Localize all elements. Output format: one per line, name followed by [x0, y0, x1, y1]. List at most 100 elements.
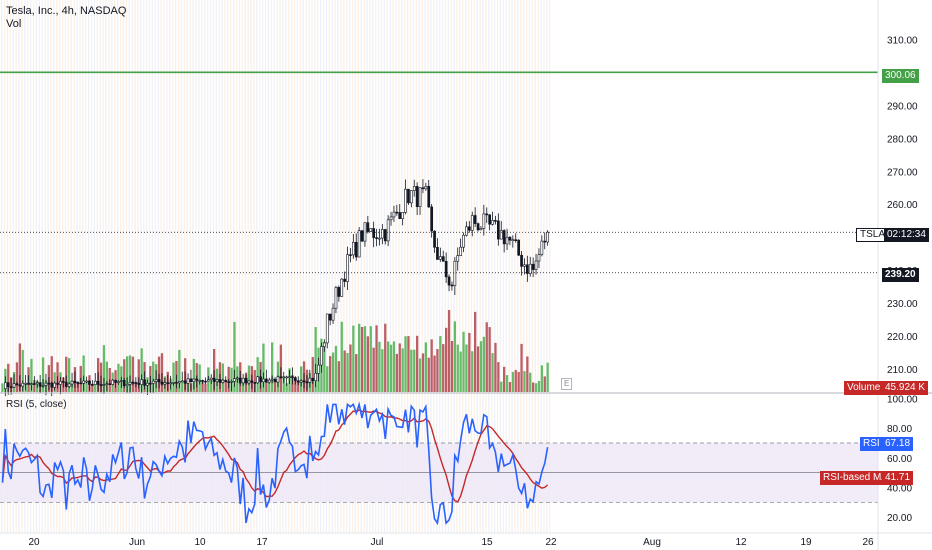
session-stripe — [372, 0, 374, 532]
session-stripe — [224, 0, 226, 532]
volume-bar — [160, 353, 164, 392]
candle-body — [204, 380, 207, 383]
session-stripe — [238, 0, 241, 532]
symbol-title[interactable]: Tesla, Inc., 4h, NASDAQ — [6, 5, 127, 17]
candle-body — [47, 382, 51, 385]
candle-body — [56, 382, 59, 385]
candle-body — [363, 222, 367, 242]
session-stripe — [189, 0, 191, 532]
session-stripe — [270, 0, 272, 532]
earnings-marker[interactable]: E — [561, 378, 573, 390]
time-tick-label: 12 — [735, 537, 747, 548]
session-stripe — [540, 0, 542, 532]
session-stripe — [424, 0, 426, 532]
volume-bar — [442, 344, 445, 392]
candle-body — [236, 377, 239, 380]
candle-body — [183, 380, 187, 384]
candle-body — [21, 382, 25, 387]
volume-bar — [465, 344, 468, 392]
session-stripe — [511, 0, 513, 532]
candle-body — [491, 220, 494, 225]
candle-body — [241, 377, 245, 384]
volume-bar — [192, 358, 195, 392]
volume-bar — [68, 358, 71, 392]
volume-bar — [265, 378, 268, 392]
session-stripe — [320, 0, 322, 532]
session-stripe — [395, 0, 397, 532]
volume-bar — [404, 336, 407, 392]
session-stripe — [93, 0, 96, 532]
session-stripe — [407, 0, 409, 532]
candle-body — [154, 379, 158, 382]
candle-body — [88, 380, 91, 385]
volume-bar — [181, 380, 184, 392]
volume-bar — [314, 327, 317, 392]
candle-body — [531, 263, 535, 270]
volume-bar — [358, 323, 361, 392]
candle-body — [180, 380, 184, 383]
session-stripe — [90, 0, 93, 532]
candle-body — [421, 187, 425, 190]
candle-body — [337, 287, 341, 297]
session-stripe — [50, 0, 52, 532]
session-stripe — [340, 0, 342, 532]
session-stripe — [227, 0, 229, 532]
candle-body — [351, 242, 355, 256]
candle-body — [395, 211, 399, 214]
session-stripe — [337, 0, 339, 532]
rsi-title[interactable]: RSI (5, close) — [6, 399, 67, 410]
session-stripe — [166, 0, 168, 532]
session-stripe — [151, 0, 154, 532]
candle-body — [166, 382, 170, 384]
volume-bar — [363, 326, 367, 392]
candle-body — [537, 254, 541, 262]
session-stripe — [383, 0, 386, 532]
session-stripe — [44, 0, 46, 532]
candle-body — [259, 376, 262, 383]
candle-body — [436, 247, 439, 260]
volume-bar — [476, 346, 480, 392]
candle-body — [386, 219, 390, 242]
candle-body — [15, 383, 19, 386]
session-stripe — [85, 0, 87, 532]
volume-bar — [18, 343, 21, 392]
session-stripe — [186, 0, 188, 532]
candle-body — [212, 377, 216, 382]
candle-body — [207, 379, 210, 382]
time-tick-label: Jul — [371, 537, 384, 548]
session-stripe — [459, 0, 461, 532]
ticker-tag-label: TSLA — [860, 229, 886, 240]
volume-bar — [494, 342, 497, 392]
candle-body — [6, 382, 10, 388]
session-stripe — [427, 0, 429, 532]
candle-body — [499, 230, 503, 240]
candle-body — [41, 385, 45, 387]
candle-body — [328, 313, 332, 321]
volume-bar — [433, 355, 436, 392]
rsi-tick-label: 100.00 — [887, 395, 918, 406]
candle-body — [375, 237, 378, 239]
candle-body — [82, 380, 85, 384]
volume-legend-label[interactable]: Vol — [6, 18, 22, 30]
candle-body — [178, 381, 181, 384]
candle-body — [360, 230, 364, 242]
candle-body — [470, 215, 474, 231]
candle-body — [488, 214, 492, 225]
session-stripe — [293, 0, 296, 532]
candle-body — [546, 231, 549, 243]
volume-bar — [271, 342, 274, 392]
session-stripe — [456, 0, 458, 532]
session-stripe — [285, 0, 287, 532]
level-price-tag: 300.06 — [882, 69, 919, 83]
session-stripe — [128, 0, 130, 532]
volume-bar — [430, 339, 433, 392]
volume-bar — [369, 326, 372, 392]
session-stripe — [409, 0, 412, 532]
candle-body — [366, 222, 370, 232]
session-stripe — [47, 0, 49, 532]
candle-body — [508, 236, 512, 241]
session-stripe — [317, 0, 319, 532]
session-stripe — [218, 0, 220, 532]
candle-body — [4, 382, 7, 390]
